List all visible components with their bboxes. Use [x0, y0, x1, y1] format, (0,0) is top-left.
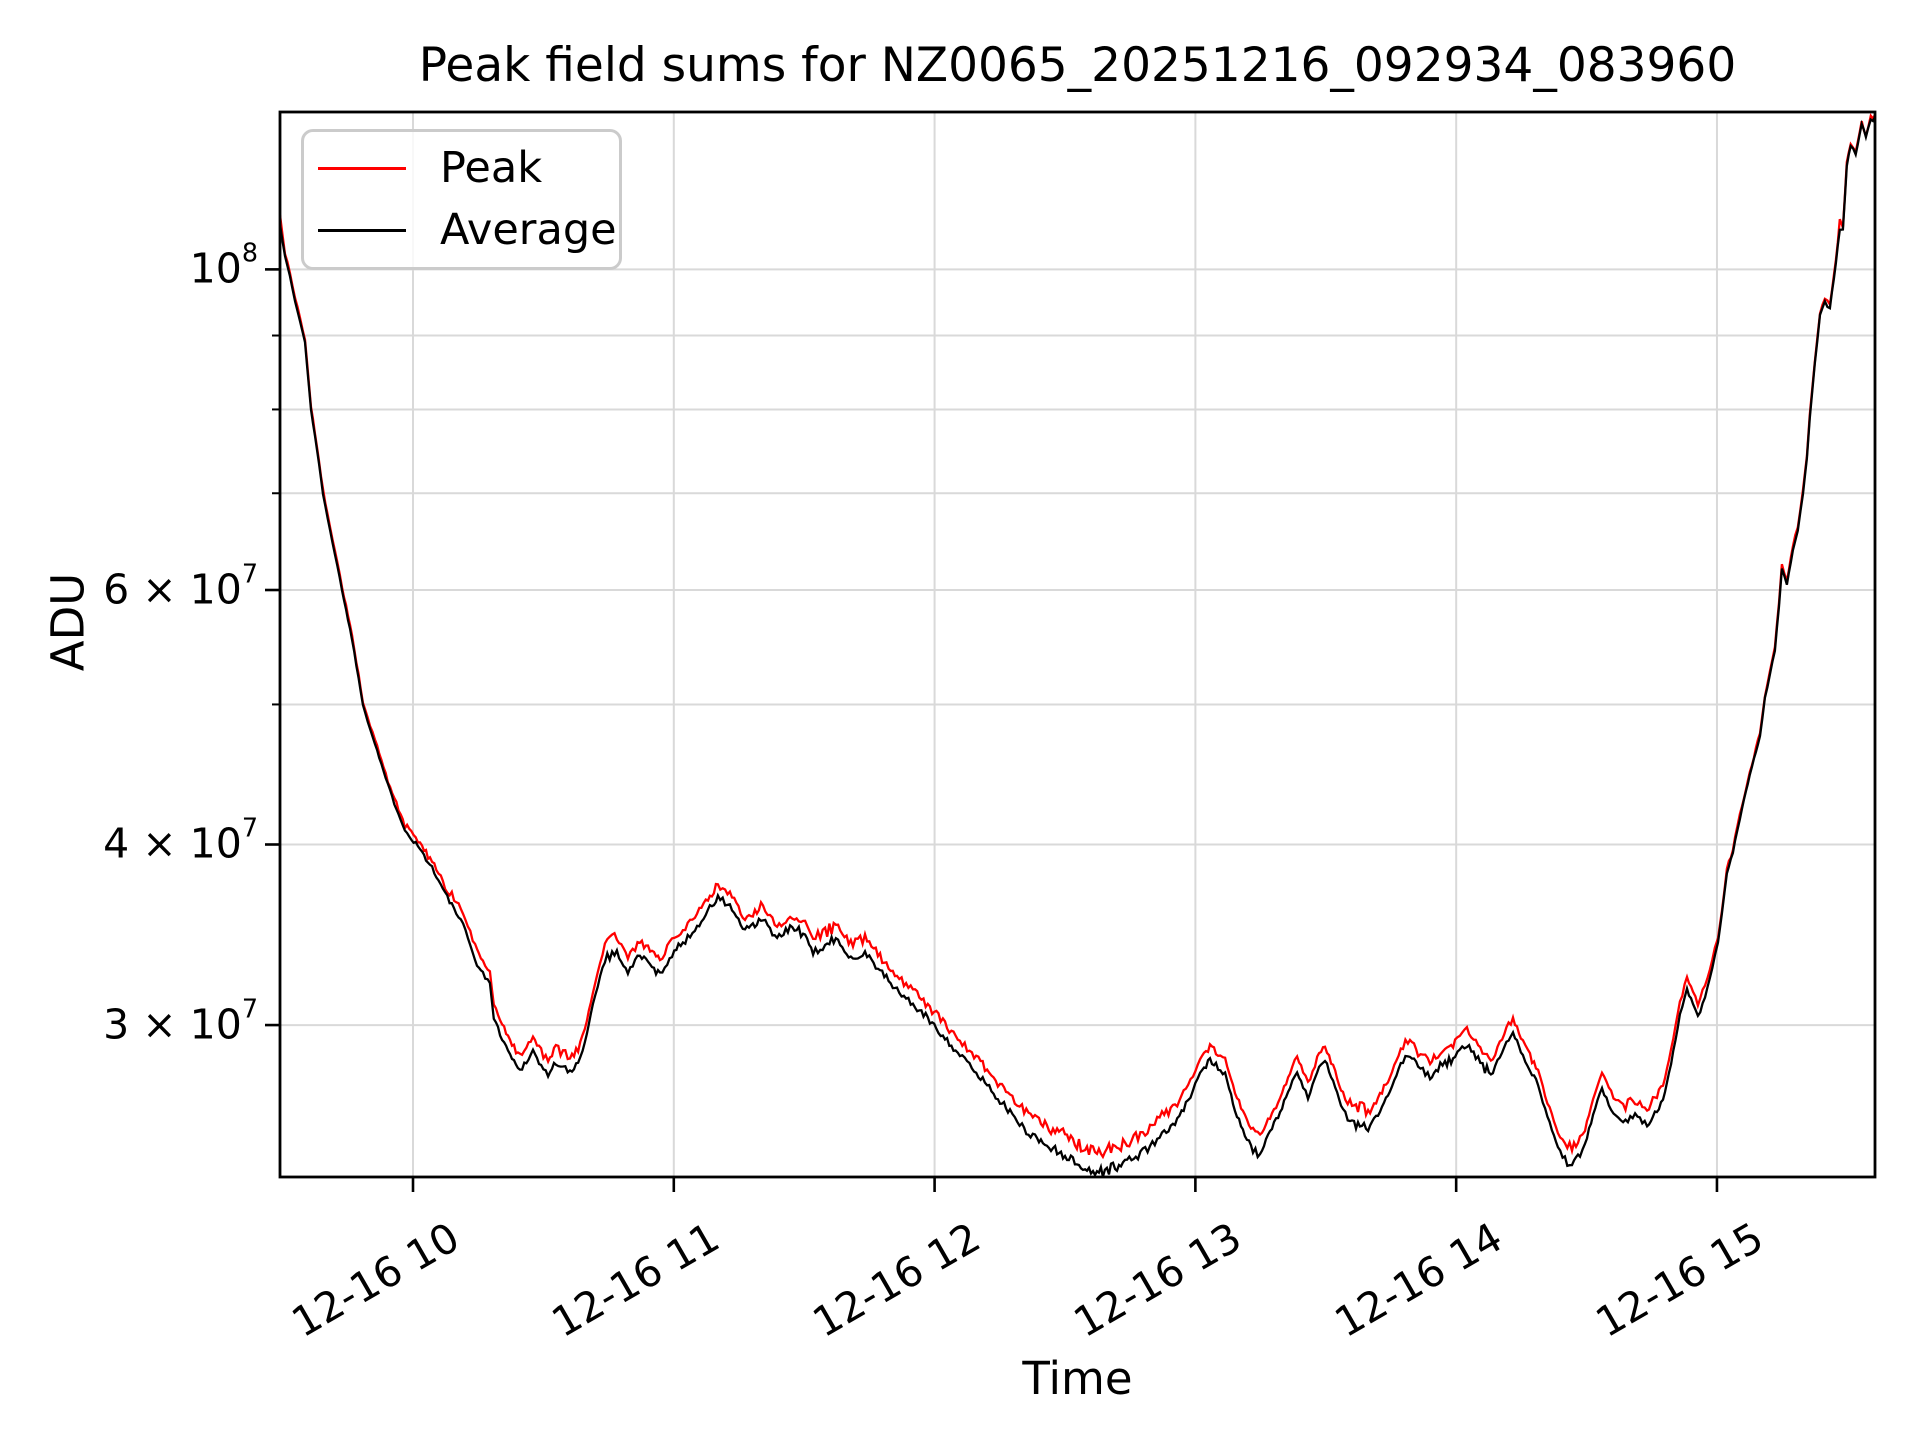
- legend-label-average: Average: [440, 204, 617, 255]
- peak-line: [280, 113, 1875, 1160]
- y-tick-label: 6 × 107: [103, 558, 258, 614]
- legend-item-average: Average: [318, 204, 619, 255]
- axes-spines: [265, 110, 1877, 1192]
- y-tick-label: 108: [189, 237, 258, 293]
- gridlines: [280, 112, 1875, 1177]
- y-tick-label: 4 × 107: [103, 812, 258, 868]
- legend: Peak Average: [301, 129, 622, 270]
- peak-line-swatch: [318, 167, 406, 171]
- legend-label-peak: Peak: [440, 143, 543, 194]
- average-line-swatch: [318, 228, 406, 232]
- y-tick-label: 3 × 107: [103, 993, 258, 1049]
- y-axis-label: ADU: [41, 572, 95, 672]
- chart-title: Peak field sums for NZ0065_20251216_0929…: [418, 38, 1737, 93]
- x-axis-label: Time: [1022, 1352, 1133, 1405]
- legend-item-peak: Peak: [318, 146, 619, 191]
- average-line: [280, 116, 1875, 1177]
